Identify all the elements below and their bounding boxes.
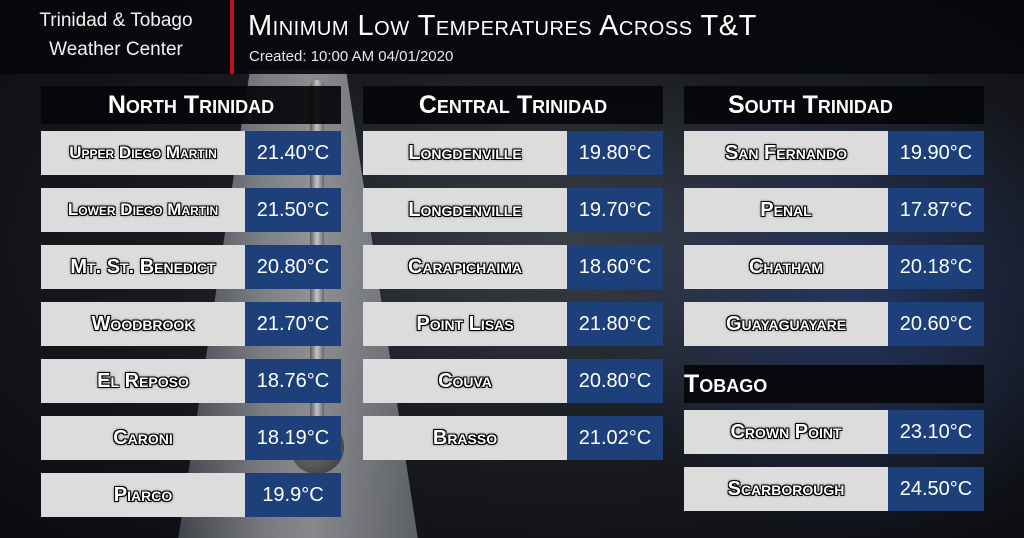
table-row: Crown Point 23.10°C [684,410,984,454]
table-row: Lower Diego Martin 21.50°C [41,188,341,232]
table-row: Point Lisas 21.80°C [363,302,663,346]
table-row: Penal 17.87°C [684,188,984,232]
brand-line-2: Weather Center [49,39,183,60]
location-name: Scarborough [684,467,888,511]
temperature-value: 21.50°C [245,188,341,232]
table-row: Chatham 20.18°C [684,245,984,289]
table-row: Scarborough 24.50°C [684,467,984,511]
temperature-value: 20.18°C [888,245,984,289]
central-trinidad-column: Central Trinidad Longdenville 19.80°C Lo… [363,86,663,473]
temperature-value: 17.87°C [888,188,984,232]
temperature-value: 18.60°C [567,245,663,289]
temperature-value: 19.70°C [567,188,663,232]
south-trinidad-column: South Trinidad San Fernando 19.90°C Pena… [684,86,984,524]
table-row: Guayaguayare 20.60°C [684,302,984,346]
temperature-value: 24.50°C [888,467,984,511]
temperature-value: 21.70°C [245,302,341,346]
header-bar: Trinidad & Tobago Weather Center Minimum… [0,0,1024,74]
table-row: Longdenville 19.80°C [363,131,663,175]
temperature-value: 20.80°C [245,245,341,289]
location-name: Point Lisas [363,302,567,346]
table-row: Piarco 19.9°C [41,473,341,517]
temperature-value: 19.90°C [888,131,984,175]
central-trinidad-heading: Central Trinidad [363,86,663,124]
brand-line-1: Trinidad & Tobago [39,10,193,31]
table-row: Mt. St. Benedict 20.80°C [41,245,341,289]
location-name: San Fernando [684,131,888,175]
table-row: Upper Diego Martin 21.40°C [41,131,341,175]
table-row: Woodbrook 21.70°C [41,302,341,346]
location-name: Longdenville [363,188,567,232]
north-trinidad-column: North Trinidad Upper Diego Martin 21.40°… [41,86,341,530]
location-name: Woodbrook [41,302,245,346]
temperature-value: 19.80°C [567,131,663,175]
location-name: Couva [363,359,567,403]
tobago-heading: Tobago [684,365,984,403]
table-row: Caroni 18.19°C [41,416,341,460]
temperature-value: 21.40°C [245,131,341,175]
location-name: Brasso [363,416,567,460]
location-name: Guayaguayare [684,302,888,346]
temperature-value: 23.10°C [888,410,984,454]
page-title: Minimum Low Temperatures Across T&T [248,10,757,42]
table-row: El Reposo 18.76°C [41,359,341,403]
location-name: Lower Diego Martin [41,188,245,232]
location-name: Crown Point [684,410,888,454]
brand-divider [230,0,234,74]
temperature-value: 20.60°C [888,302,984,346]
temperature-value: 18.19°C [245,416,341,460]
table-row: Longdenville 19.70°C [363,188,663,232]
location-name: Penal [684,188,888,232]
location-name: Piarco [41,473,245,517]
location-name: Chatham [684,245,888,289]
temperature-value: 21.80°C [567,302,663,346]
created-timestamp: Created: 10:00 AM 04/01/2020 [249,48,454,65]
temperature-value: 20.80°C [567,359,663,403]
location-name: Caroni [41,416,245,460]
south-trinidad-heading: South Trinidad [684,86,984,124]
location-name: Carapichaima [363,245,567,289]
table-row: Couva 20.80°C [363,359,663,403]
location-name: El Reposo [41,359,245,403]
location-name: Upper Diego Martin [41,131,245,175]
location-name: Mt. St. Benedict [41,245,245,289]
temperature-value: 18.76°C [245,359,341,403]
north-trinidad-heading: North Trinidad [41,86,341,124]
brand: Trinidad & Tobago Weather Center [0,6,232,64]
table-row: Carapichaima 18.60°C [363,245,663,289]
location-name: Longdenville [363,131,567,175]
table-row: San Fernando 19.90°C [684,131,984,175]
temperature-value: 21.02°C [567,416,663,460]
temperature-value: 19.9°C [245,473,341,517]
table-row: Brasso 21.02°C [363,416,663,460]
